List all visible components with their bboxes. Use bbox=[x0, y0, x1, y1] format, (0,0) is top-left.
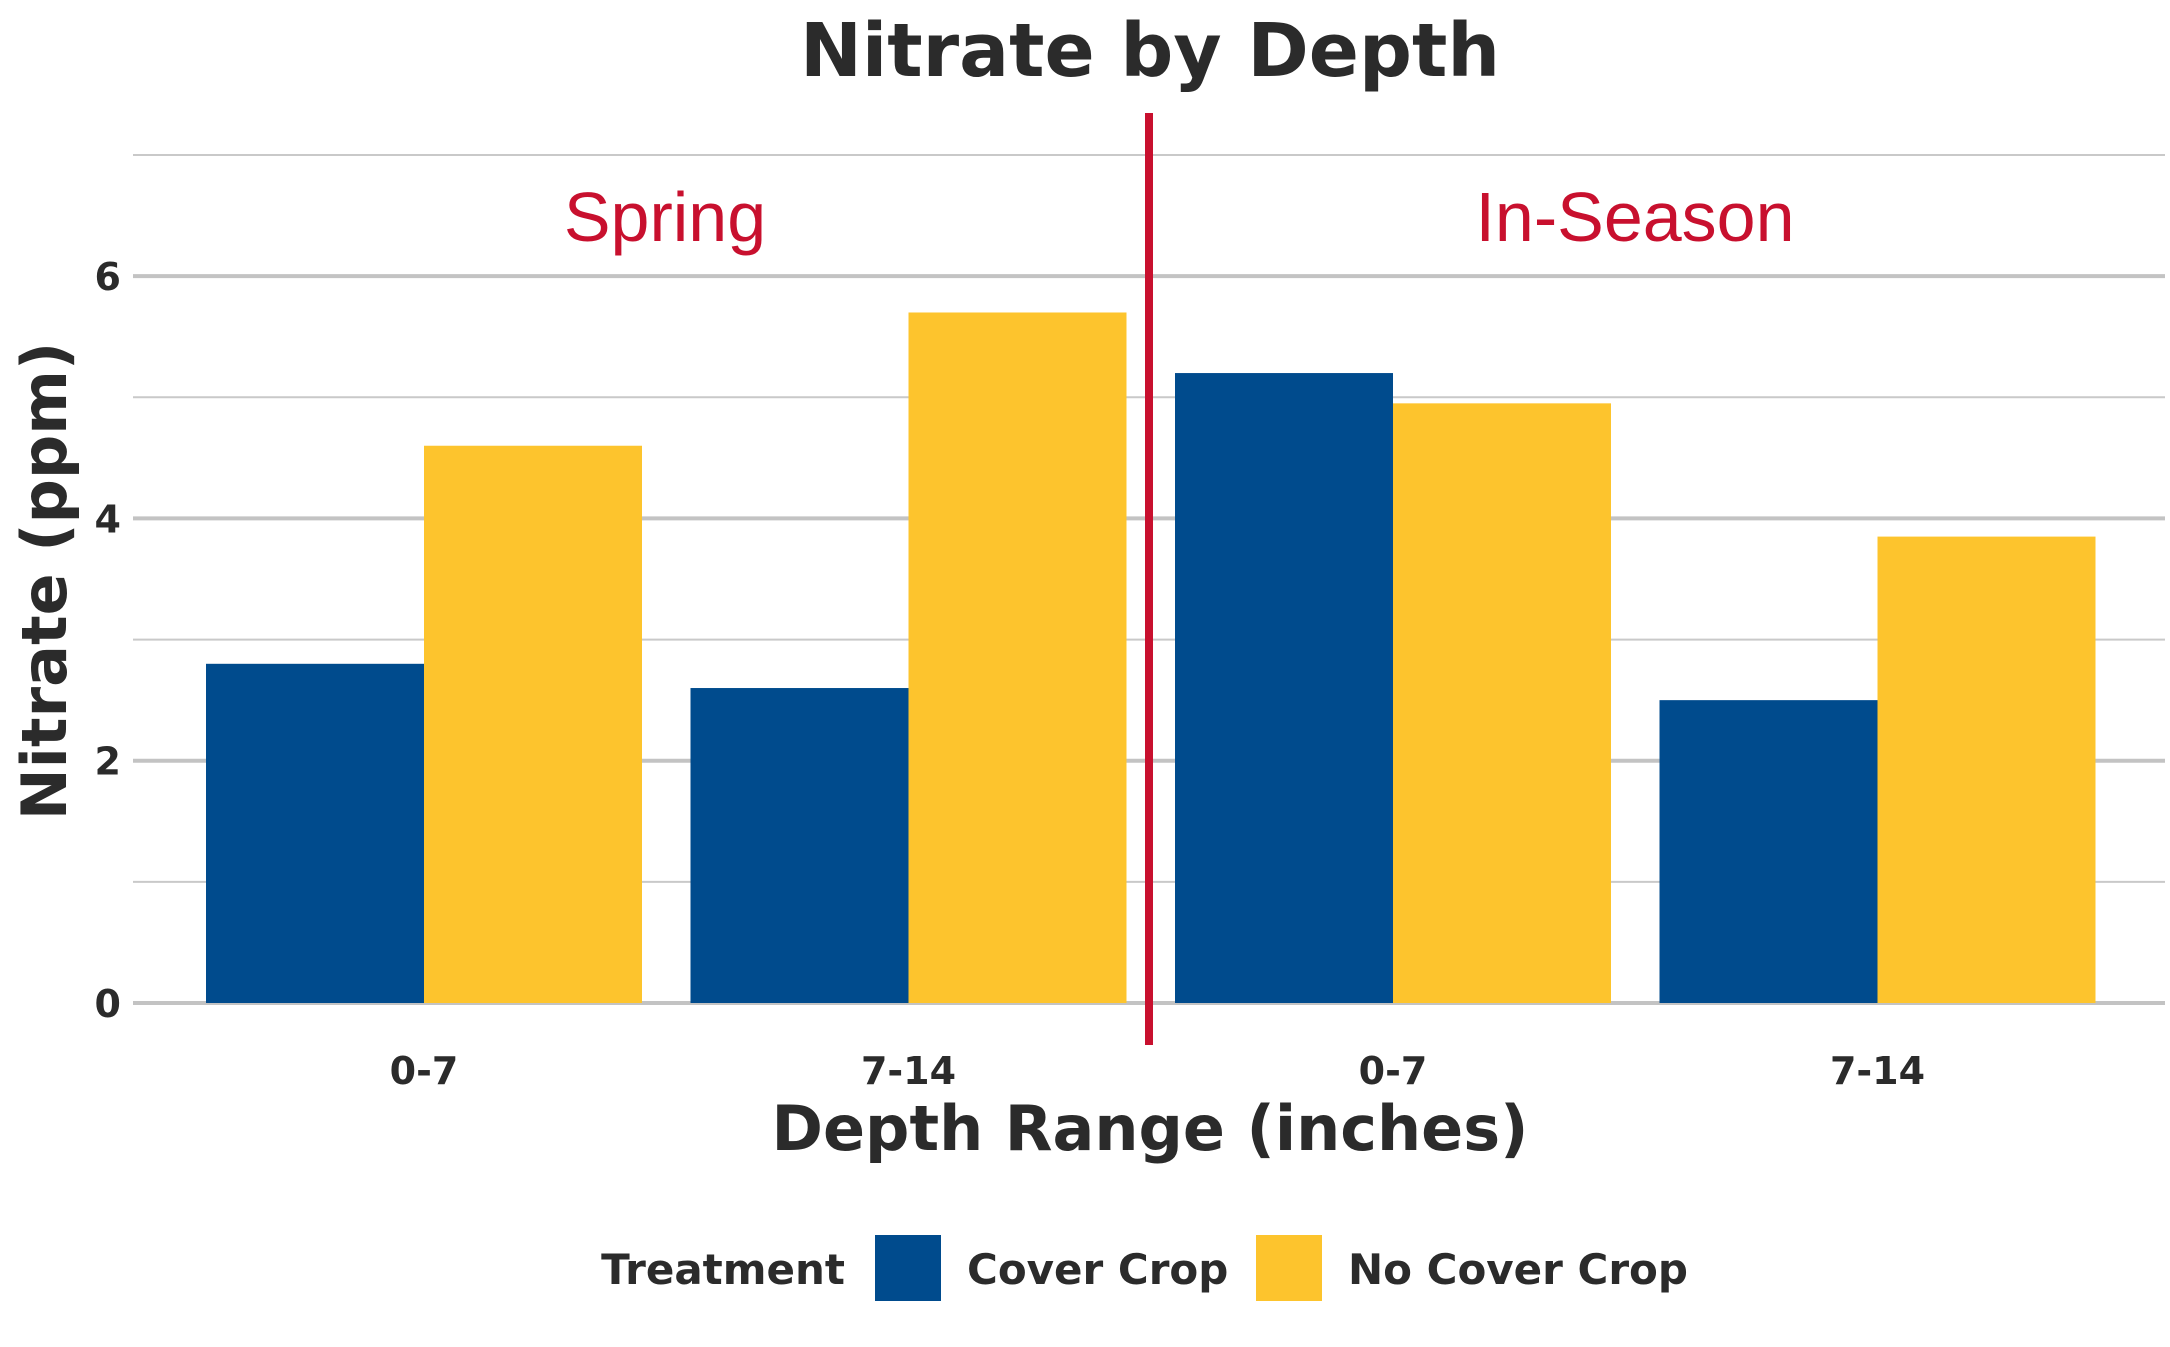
y-tick-label: 2 bbox=[95, 740, 121, 784]
x-tick-label: 7-14 bbox=[1830, 1049, 1925, 1093]
legend-title: Treatment bbox=[601, 1245, 845, 1294]
x-tick-label: 7-14 bbox=[861, 1049, 956, 1093]
bar-cover-crop-1 bbox=[690, 688, 909, 1003]
x-tick-label: 0-7 bbox=[390, 1049, 459, 1093]
bar-no-cover-crop-3 bbox=[1877, 536, 2096, 1003]
x-axis-ticks: 0-7 7-14 0-7 7-14 bbox=[390, 1049, 1925, 1093]
y-tick-label: 6 bbox=[95, 255, 121, 299]
y-axis-ticks: 0 2 4 6 bbox=[95, 255, 121, 1026]
legend-swatch-cover-crop bbox=[875, 1235, 941, 1301]
legend-swatch-no-cover-crop bbox=[1256, 1235, 1322, 1301]
panel-label-spring: Spring bbox=[564, 178, 766, 256]
x-axis-title: Depth Range (inches) bbox=[772, 1092, 1529, 1165]
bar-cover-crop-0 bbox=[206, 663, 424, 1003]
y-tick-label: 4 bbox=[95, 497, 121, 541]
bar-no-cover-crop-2 bbox=[1393, 403, 1611, 1003]
legend-label-cover-crop: Cover Crop bbox=[967, 1245, 1228, 1294]
x-tick-label: 0-7 bbox=[1359, 1049, 1428, 1093]
y-axis-title: Nitrate (ppm) bbox=[8, 342, 81, 821]
y-tick-label: 0 bbox=[95, 982, 121, 1026]
bar-no-cover-crop-0 bbox=[424, 445, 642, 1003]
bar-cover-crop-3 bbox=[1659, 700, 1878, 1003]
bar-cover-crop-2 bbox=[1175, 373, 1393, 1003]
chart-title: Nitrate by Depth bbox=[800, 8, 1500, 94]
panel-label-in-season: In-Season bbox=[1475, 178, 1794, 256]
legend: Treatment Cover Crop No Cover Crop bbox=[601, 1235, 1688, 1301]
legend-label-no-cover-crop: No Cover Crop bbox=[1348, 1245, 1688, 1294]
bar-no-cover-crop-1 bbox=[908, 312, 1127, 1003]
bars bbox=[206, 312, 2096, 1003]
